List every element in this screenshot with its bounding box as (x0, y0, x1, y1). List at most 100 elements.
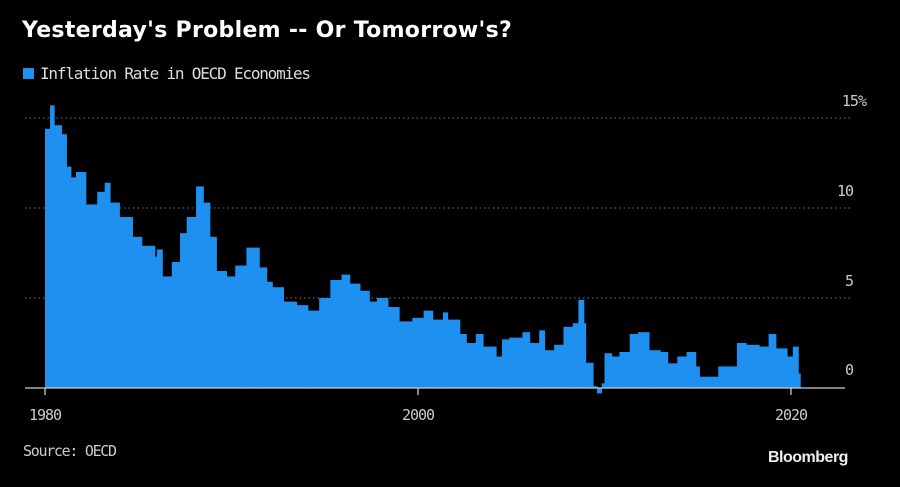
data-bar (180, 233, 188, 388)
chart-title: Yesterday's Problem -- Or Tomorrow's? (22, 18, 513, 43)
data-bar (759, 346, 769, 388)
data-bar (235, 265, 247, 388)
data-bar (162, 276, 173, 388)
data-bar (629, 334, 639, 388)
data-bar (792, 346, 799, 388)
data-bar (601, 383, 605, 388)
data-bar (686, 352, 697, 388)
data-bar (423, 310, 434, 388)
data-bar (259, 267, 268, 388)
data-bar (110, 202, 120, 388)
data-bar (196, 186, 204, 388)
data-bar (349, 283, 361, 388)
data-bar (283, 301, 298, 388)
data-bar (75, 172, 87, 388)
data-bar (296, 305, 309, 388)
data-bar (544, 350, 555, 388)
x-tick-label: 2000 (402, 406, 435, 424)
data-bar (66, 166, 72, 388)
source-note: Source: OECD (23, 442, 117, 460)
data-bar (677, 356, 687, 388)
data-bar (54, 125, 63, 388)
data-bar (699, 376, 713, 388)
data-bar (522, 332, 531, 388)
data-bar (695, 366, 700, 388)
legend-label: Inflation Rate in OECD Economies (40, 64, 311, 83)
data-bar (399, 321, 413, 388)
data-bar (736, 343, 747, 388)
data-bar (604, 353, 613, 388)
data-bar (746, 344, 760, 388)
data-bar (539, 330, 546, 388)
data-bar (776, 348, 788, 388)
data-bar (360, 290, 370, 388)
data-bar (718, 366, 730, 388)
data-bar (712, 376, 719, 388)
data-bar (210, 236, 217, 388)
data-bar (475, 334, 484, 388)
data-bar (86, 204, 98, 388)
data-bar (216, 271, 227, 388)
data-bar (246, 247, 260, 388)
data-bar (369, 301, 378, 388)
data-bar (638, 332, 650, 388)
x-tick-label: 1980 (29, 406, 62, 424)
data-bar (447, 319, 461, 388)
legend: Inflation Rate in OECD Economies (23, 64, 311, 83)
data-bar (667, 363, 678, 388)
data-bar (132, 236, 143, 388)
data-bar (61, 134, 67, 388)
data-bar (432, 319, 444, 388)
data-bar (466, 343, 477, 388)
data-bar (45, 128, 51, 389)
data-bar (496, 356, 503, 388)
data-bar (459, 334, 467, 388)
data-bar (554, 344, 564, 388)
data-bar (442, 312, 449, 388)
data-bar (572, 323, 579, 388)
y-tick-label: 0 (845, 361, 854, 379)
legend-swatch (23, 68, 34, 79)
data-bar (597, 388, 603, 394)
data-bar (768, 334, 777, 388)
data-bar (104, 182, 111, 388)
data-bar (50, 105, 55, 389)
data-bar (593, 386, 598, 388)
data-bar (501, 339, 510, 388)
data-bar (186, 217, 197, 388)
data-bar (660, 352, 669, 388)
data-bar (272, 287, 285, 388)
data-bar (583, 323, 587, 388)
data-bar (729, 366, 738, 388)
y-tick-label: 5 (845, 272, 853, 290)
data-bar (71, 177, 77, 388)
y-tick-label: 15% (842, 92, 867, 110)
data-bar (319, 298, 331, 388)
data-bar (529, 343, 540, 388)
data-bar (578, 299, 585, 388)
data-bar (156, 249, 163, 388)
y-tick-label: 10 (837, 182, 854, 200)
x-tick-label: 2020 (775, 406, 808, 424)
data-bar (119, 217, 133, 388)
data-bar (611, 356, 620, 388)
data-bar (376, 298, 389, 388)
bloomberg-logo: Bloomberg (768, 449, 848, 466)
data-bar (585, 362, 594, 388)
data-bar (341, 274, 351, 388)
data-bar (266, 281, 273, 388)
data-bar (509, 337, 523, 388)
data-bar (412, 317, 424, 388)
data-bar (649, 350, 661, 388)
data-bar (307, 310, 320, 388)
data-bar (388, 307, 400, 388)
data-bar (171, 262, 181, 388)
data-bar (97, 191, 105, 388)
data-bar (226, 276, 236, 388)
data-bar (141, 245, 156, 388)
data-bar (330, 280, 342, 388)
data-bar (787, 356, 794, 388)
data-bar (798, 373, 801, 388)
data-bar (563, 326, 574, 388)
